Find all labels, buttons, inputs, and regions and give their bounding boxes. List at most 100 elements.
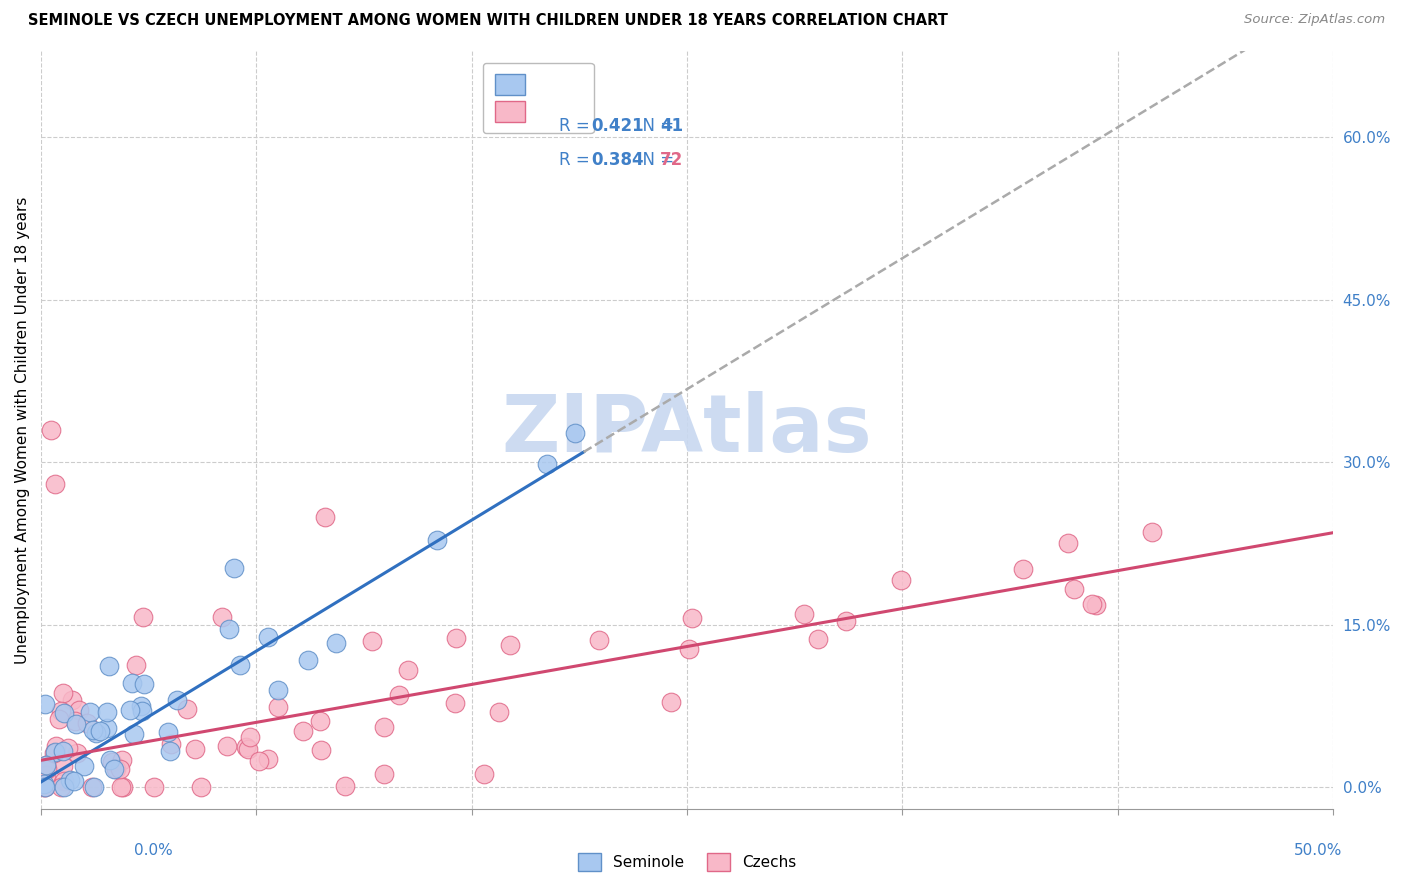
Point [73, 758, 96, 772]
Point [659, 695, 682, 709]
Point [83, 780, 105, 795]
Point [222, 561, 245, 575]
Point [52, 744, 75, 758]
Point [67, 703, 90, 717]
Point [835, 614, 858, 628]
Point [44, 745, 66, 759]
Point [110, 753, 132, 767]
Point [1063, 582, 1085, 596]
Point [125, 657, 148, 672]
Point [426, 533, 449, 548]
Point [176, 702, 198, 716]
Point [98, 753, 121, 767]
Text: 41: 41 [659, 118, 683, 136]
Point [143, 780, 166, 795]
Point [45, 739, 67, 753]
Point [35, 768, 58, 782]
Point [101, 755, 124, 769]
Point [56, 740, 79, 755]
Point [89, 724, 111, 739]
Point [34, 780, 56, 795]
Point [103, 762, 125, 776]
Point [309, 743, 332, 757]
Point [112, 780, 135, 795]
Point [104, 762, 127, 776]
Point [62, 774, 84, 789]
Point [1057, 536, 1080, 550]
Point [160, 737, 183, 751]
Text: 0.0%: 0.0% [134, 843, 173, 858]
Point [325, 635, 347, 649]
Y-axis label: Unemployment Among Women with Children Under 18 years: Unemployment Among Women with Children U… [15, 196, 30, 664]
Point [678, 641, 700, 656]
Point [314, 509, 336, 524]
Point [1081, 597, 1104, 611]
Point [333, 779, 356, 793]
Text: 72: 72 [659, 152, 683, 169]
Point [132, 609, 155, 624]
Point [39, 423, 62, 437]
Text: 50.0%: 50.0% [1295, 843, 1343, 858]
Point [257, 751, 280, 765]
Point [588, 632, 610, 647]
Point [51, 780, 73, 795]
Point [807, 632, 830, 646]
Point [44, 477, 66, 491]
Point [267, 682, 290, 697]
Point [297, 653, 319, 667]
Point [52, 773, 75, 788]
Text: R =: R = [558, 152, 595, 169]
Point [110, 780, 132, 795]
Point [564, 425, 586, 440]
Point [536, 458, 558, 472]
Point [96, 705, 118, 719]
Text: Source: ZipAtlas.com: Source: ZipAtlas.com [1244, 13, 1385, 27]
Point [65, 716, 87, 731]
Point [890, 573, 912, 587]
Point [239, 730, 262, 744]
Point [129, 698, 152, 713]
Point [32, 777, 55, 791]
Text: N =: N = [631, 152, 679, 169]
Legend:          ,          : , [484, 62, 593, 134]
Point [267, 699, 290, 714]
Point [98, 659, 121, 673]
Point [308, 714, 330, 729]
Point [131, 704, 153, 718]
Point [44, 746, 66, 760]
Text: 0.384: 0.384 [591, 152, 644, 169]
Text: 0.421: 0.421 [591, 118, 644, 136]
Point [35, 757, 58, 772]
Point [52, 759, 75, 773]
Point [79, 705, 101, 719]
Point [793, 607, 815, 621]
Point [121, 676, 143, 690]
Point [32, 780, 55, 795]
Point [52, 686, 75, 700]
Point [228, 657, 250, 672]
Point [184, 742, 207, 756]
Point [1084, 598, 1107, 612]
Point [159, 744, 181, 758]
Point [60, 693, 83, 707]
Point [52, 706, 75, 721]
Point [373, 767, 395, 781]
Point [48, 712, 70, 726]
Point [235, 739, 257, 754]
Point [80, 780, 103, 795]
Point [122, 727, 145, 741]
Point [96, 721, 118, 735]
Point [166, 693, 188, 707]
Point [76, 715, 98, 730]
Point [256, 630, 278, 644]
Point [1140, 524, 1163, 539]
Text: R =: R = [558, 118, 595, 136]
Point [446, 631, 468, 645]
Point [292, 723, 315, 738]
Point [63, 714, 86, 728]
Point [34, 698, 56, 712]
Point [190, 780, 212, 795]
Point [52, 780, 75, 795]
Point [157, 724, 180, 739]
Point [59, 772, 82, 787]
